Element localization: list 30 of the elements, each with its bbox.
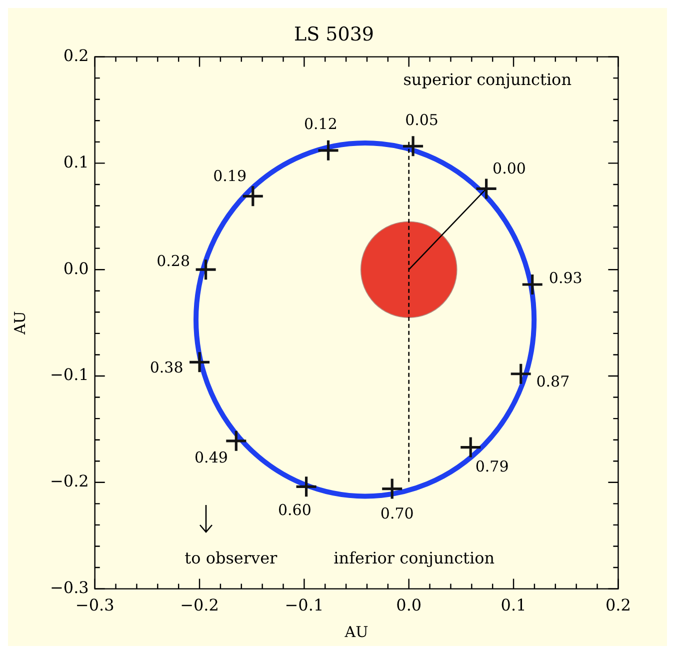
annotation: 0.38 — [150, 358, 184, 376]
annotation: 0.28 — [156, 252, 190, 270]
y-tick-label: 0.1 — [63, 152, 89, 172]
chart-title: LS 5039 — [294, 23, 374, 46]
annotation: 0.05 — [405, 110, 438, 129]
y-tick-label: −0.3 — [50, 578, 89, 597]
x-tick-label: −0.3 — [75, 596, 114, 615]
annotation: 0.60 — [278, 500, 312, 519]
x-tick-label: 0.1 — [500, 596, 526, 615]
annotation: 0.12 — [304, 114, 338, 133]
y-tick-label: 0.0 — [63, 258, 89, 278]
x-axis-title: AU — [344, 622, 368, 641]
annotation: 0.19 — [213, 166, 247, 185]
annotation: inferior conjunction — [334, 548, 495, 568]
annotation: 0.49 — [194, 448, 228, 466]
annotation: superior conjunction — [403, 70, 572, 89]
x-tick-label: −0.2 — [180, 596, 219, 615]
annotation: 0.00 — [492, 159, 526, 178]
annotation: to observer — [184, 548, 278, 568]
x-tick-label: 0.2 — [605, 596, 631, 615]
y-tick-label: 0.2 — [63, 46, 89, 65]
y-axis-title: AU — [10, 311, 29, 336]
x-tick-label: −0.1 — [284, 596, 324, 615]
y-tick-label: −0.2 — [50, 472, 89, 491]
y-tick-label: −0.1 — [50, 365, 89, 384]
x-tick-label: 0.0 — [396, 596, 422, 615]
annotation: 0.70 — [380, 504, 414, 522]
annotation: 0.93 — [548, 268, 582, 287]
annotation: 0.87 — [536, 372, 570, 390]
annotation: 0.79 — [475, 457, 509, 476]
